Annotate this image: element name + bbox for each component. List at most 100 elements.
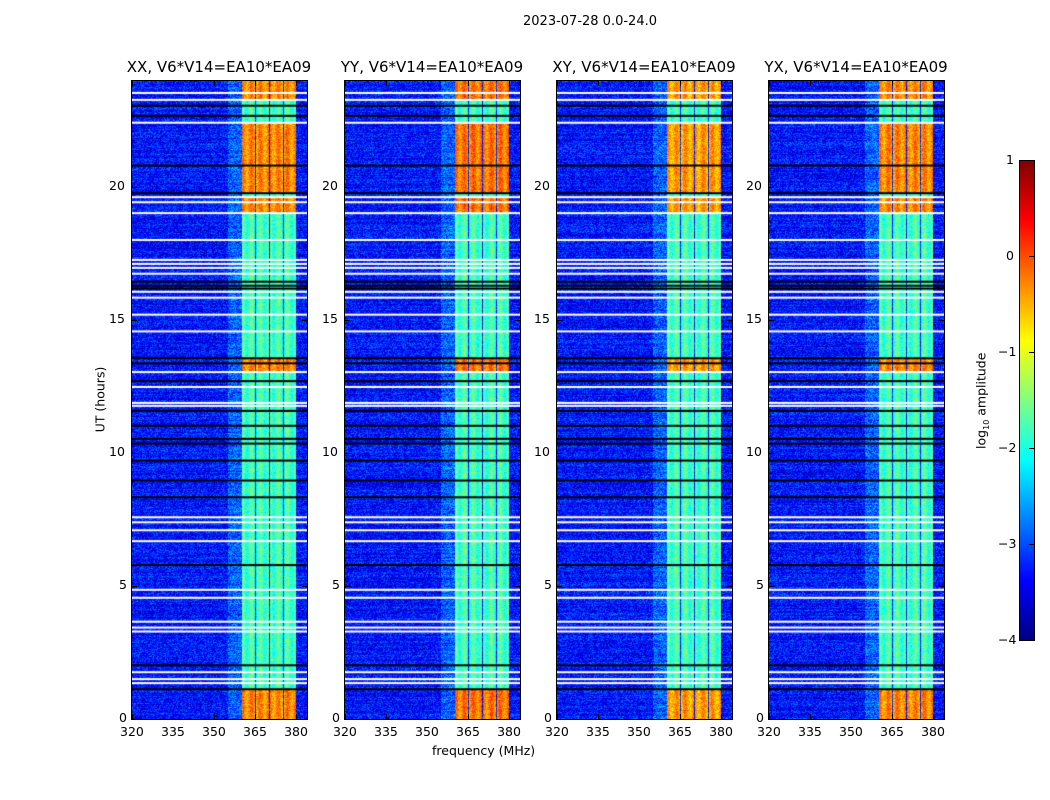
y-tick — [556, 453, 562, 455]
x-tick — [468, 714, 470, 720]
panel-title: YX, V6*V14=EA10*EA09 — [764, 58, 948, 76]
x-tick — [639, 714, 641, 720]
x-tick-top — [769, 80, 770, 86]
x-tick — [173, 714, 175, 720]
x-tick-label: 380 — [921, 724, 945, 739]
x-tick-top — [132, 80, 133, 86]
x-tick-top — [386, 80, 388, 86]
colorbar-tick-label: 0 — [1006, 248, 1014, 263]
y-tick-right — [939, 453, 945, 455]
x-tick-top — [892, 80, 894, 86]
y-tick — [344, 586, 350, 588]
heatmap-3 — [769, 81, 944, 719]
x-tick — [810, 714, 812, 720]
x-tick-top — [296, 80, 298, 86]
y-tick-right — [727, 586, 733, 588]
y-tick-right — [939, 187, 945, 189]
y-axis-label: UT (hours) — [92, 366, 108, 433]
x-tick — [509, 714, 511, 720]
y-tick-right — [727, 719, 733, 720]
y-tick-label: 0 — [332, 710, 340, 725]
x-tick-label: 335 — [586, 724, 610, 739]
x-tick-label: 320 — [545, 724, 569, 739]
y-tick-right — [302, 586, 308, 588]
y-tick-right — [302, 187, 308, 189]
colorbar-tick-label: −3 — [998, 536, 1017, 551]
y-tick-label: 5 — [544, 577, 552, 593]
y-tick-label: 10 — [109, 444, 125, 460]
x-tick — [892, 714, 894, 720]
x-tick-top — [721, 80, 723, 86]
y-tick-right — [302, 320, 308, 322]
colorbar-label: log10 amplitude — [973, 341, 991, 461]
x-tick — [386, 714, 388, 720]
x-tick-label: 380 — [284, 724, 308, 739]
x-tick-top — [255, 80, 257, 86]
colorbar-label-base: log — [973, 429, 989, 449]
colorbar-tick-label: −2 — [998, 440, 1017, 455]
y-tick-label: 0 — [119, 710, 127, 725]
x-tick-label: 365 — [880, 724, 904, 739]
y-tick-label: 20 — [109, 178, 125, 194]
colorbar — [1019, 160, 1035, 641]
colorbar-tick — [1029, 640, 1035, 641]
x-tick-top — [214, 80, 216, 86]
y-tick-label: 10 — [322, 444, 338, 460]
y-tick-right — [515, 320, 521, 322]
x-tick-label: 365 — [668, 724, 692, 739]
panel-title: YY, V6*V14=EA10*EA09 — [340, 58, 524, 76]
y-tick — [131, 453, 137, 455]
x-tick-top — [345, 80, 346, 86]
y-tick-label: 5 — [332, 577, 340, 593]
x-tick-label: 350 — [839, 724, 863, 739]
y-tick-right — [515, 719, 521, 720]
y-tick-right — [939, 719, 945, 720]
y-tick — [131, 719, 137, 720]
colorbar-tick — [1029, 160, 1035, 161]
y-tick-label: 20 — [534, 178, 550, 194]
colorbar-label-sub: 10 — [981, 419, 991, 430]
x-tick — [296, 714, 298, 720]
y-tick — [556, 586, 562, 588]
x-tick-label: 350 — [627, 724, 651, 739]
y-tick — [768, 586, 774, 588]
y-tick-label: 15 — [322, 311, 338, 327]
x-tick — [851, 714, 853, 720]
x-tick — [933, 714, 935, 720]
x-tick — [680, 714, 682, 720]
y-tick-right — [727, 320, 733, 322]
y-tick — [344, 187, 350, 189]
x-tick-label: 320 — [120, 724, 144, 739]
x-tick-label: 320 — [757, 724, 781, 739]
heatmap-0 — [132, 81, 307, 719]
colorbar-tick-label: −4 — [998, 632, 1017, 647]
x-tick — [345, 714, 346, 720]
x-tick-top — [933, 80, 935, 86]
y-tick — [768, 320, 774, 322]
x-tick — [557, 714, 558, 720]
figure-title: 2023-07-28 0.0-24.0 — [523, 14, 657, 29]
y-tick-label: 20 — [746, 178, 762, 194]
panel-title: XX, V6*V14=EA10*EA09 — [126, 58, 312, 76]
y-tick — [768, 453, 774, 455]
colorbar-tick — [1029, 544, 1035, 545]
y-tick-label: 20 — [322, 178, 338, 194]
colorbar-tick — [1029, 256, 1035, 257]
panel-0 — [131, 80, 308, 720]
x-tick — [427, 714, 429, 720]
y-tick — [556, 320, 562, 322]
x-tick-label: 350 — [415, 724, 439, 739]
y-tick — [131, 586, 137, 588]
y-tick-right — [515, 453, 521, 455]
x-tick-label: 320 — [333, 724, 357, 739]
y-tick-right — [515, 187, 521, 189]
y-tick-label: 10 — [534, 444, 550, 460]
x-tick-top — [173, 80, 175, 86]
y-tick-label: 10 — [746, 444, 762, 460]
colorbar-tick-label: −1 — [998, 344, 1017, 359]
x-tick — [598, 714, 600, 720]
x-tick — [255, 714, 257, 720]
panel-2 — [556, 80, 733, 720]
y-tick-right — [727, 453, 733, 455]
x-tick-top — [639, 80, 641, 86]
